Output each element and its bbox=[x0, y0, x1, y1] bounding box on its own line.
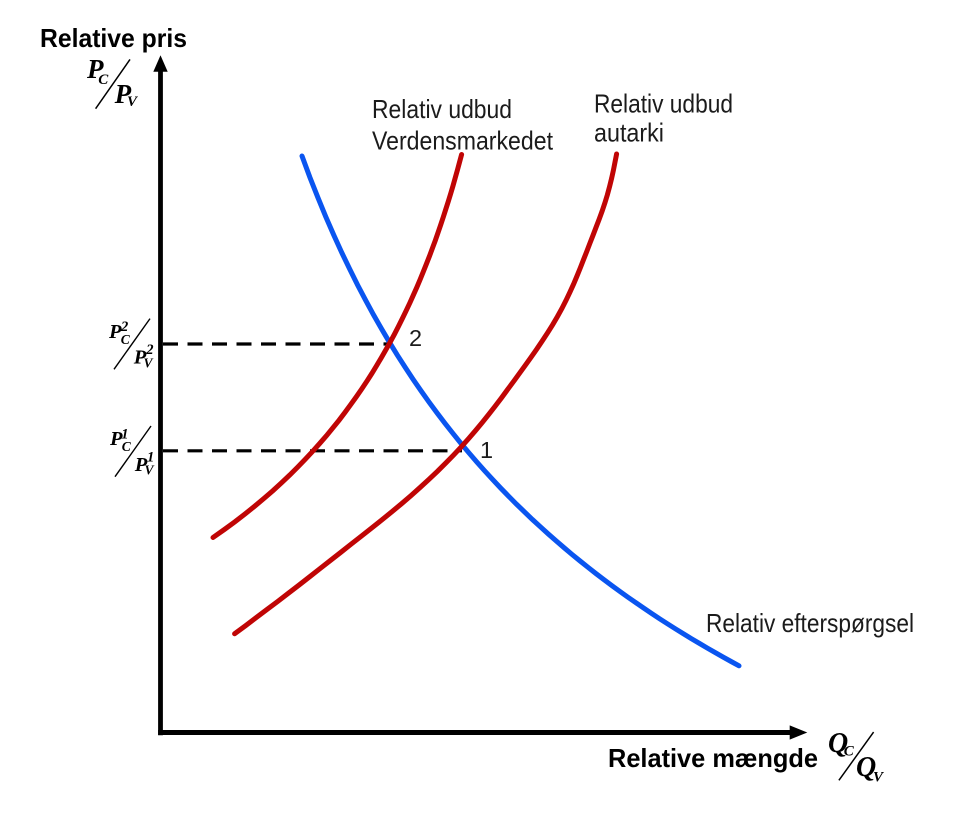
svg-text:V: V bbox=[873, 770, 885, 786]
svg-text:C: C bbox=[98, 72, 109, 88]
svg-text:C: C bbox=[121, 332, 131, 347]
svg-text:P: P bbox=[134, 454, 148, 476]
svg-text:C: C bbox=[122, 439, 132, 454]
svg-text:Relative mængde: Relative mængde bbox=[608, 743, 818, 773]
svg-text:1: 1 bbox=[121, 426, 128, 442]
svg-text:Relativ udbud: Relativ udbud bbox=[594, 89, 733, 119]
svg-text:Q: Q bbox=[856, 752, 876, 783]
svg-text:Q: Q bbox=[828, 728, 848, 759]
svg-text:1: 1 bbox=[147, 449, 154, 465]
svg-text:Verdensmarkedet: Verdensmarkedet bbox=[372, 126, 554, 156]
svg-text:Relativ udbud: Relativ udbud bbox=[372, 94, 512, 124]
svg-text:P: P bbox=[108, 321, 122, 343]
svg-text:V: V bbox=[145, 463, 155, 478]
svg-text:Relativ efterspørgsel: Relativ efterspørgsel bbox=[706, 608, 914, 638]
svg-text:2: 2 bbox=[145, 342, 153, 358]
svg-text:2: 2 bbox=[409, 325, 422, 351]
svg-text:1: 1 bbox=[480, 437, 493, 463]
svg-text:P: P bbox=[133, 347, 147, 369]
svg-text:V: V bbox=[144, 355, 154, 370]
svg-text:P: P bbox=[109, 428, 123, 450]
svg-text:2: 2 bbox=[120, 319, 128, 335]
svg-text:P: P bbox=[86, 54, 104, 84]
svg-text:Relative pris: Relative pris bbox=[40, 23, 187, 53]
svg-text:C: C bbox=[844, 744, 855, 760]
svg-text:V: V bbox=[127, 94, 139, 110]
svg-text:autarki: autarki bbox=[594, 118, 664, 148]
svg-text:P: P bbox=[114, 79, 132, 109]
